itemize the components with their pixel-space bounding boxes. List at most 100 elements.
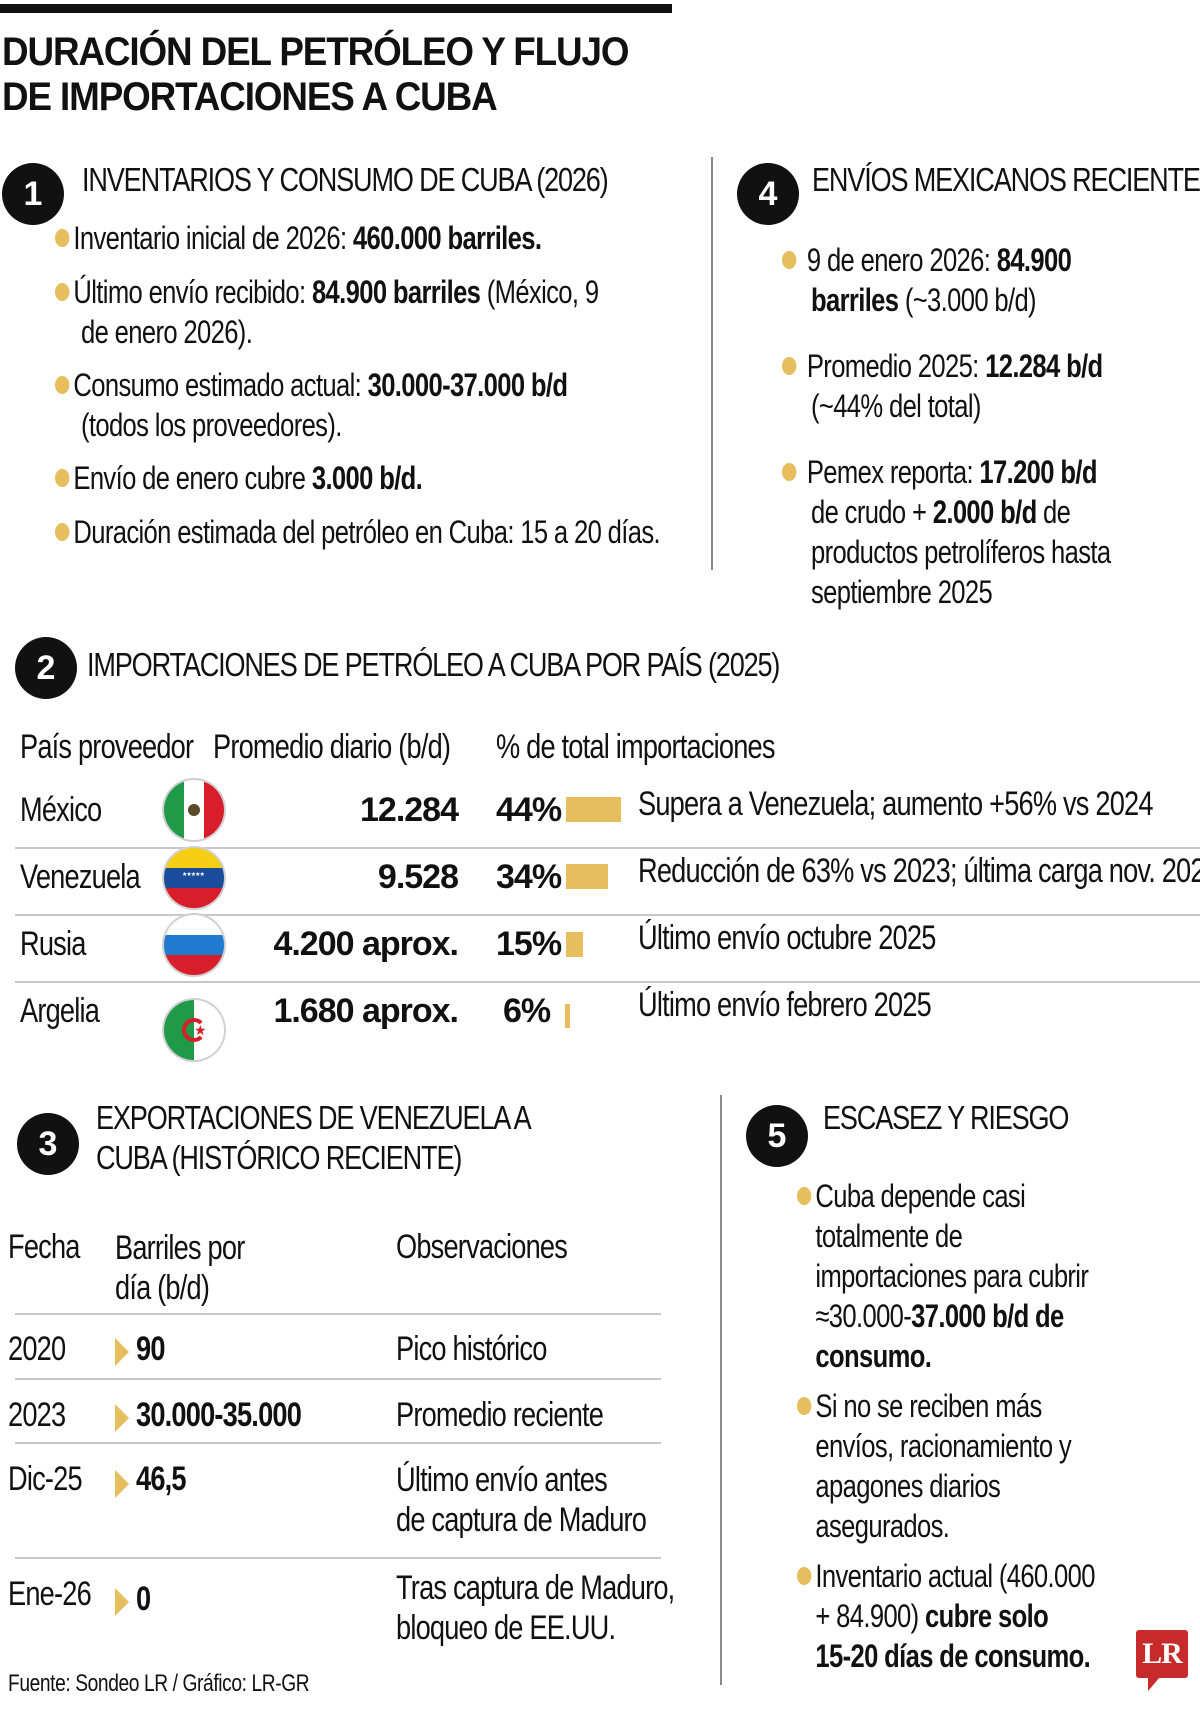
s4-item-3-cont-3: septiembre 2025 bbox=[811, 574, 993, 610]
bullet-dot-icon bbox=[55, 468, 70, 487]
row-separator bbox=[15, 1313, 661, 1315]
column-divider-top bbox=[711, 157, 713, 570]
pct-bar bbox=[566, 864, 608, 889]
obs-cell: Pico histórico bbox=[396, 1330, 547, 1368]
daily-value: 1.680 aprox. bbox=[273, 992, 459, 1030]
country-name: Argelia bbox=[20, 992, 100, 1030]
pct-value: 6% bbox=[503, 992, 551, 1030]
country-name: Rusia bbox=[20, 925, 86, 963]
bpd-cell: 46,5 bbox=[136, 1460, 187, 1498]
row-separator bbox=[15, 1442, 661, 1444]
pct-value: 15% bbox=[496, 925, 562, 963]
daily-value: 12.284 bbox=[360, 791, 459, 829]
s1-item-2-cont: de enero 2026). bbox=[81, 314, 253, 350]
bullet-dot-icon bbox=[797, 1566, 812, 1585]
section-5-badge: 5 bbox=[746, 1105, 808, 1167]
col-header-pct: % de total importaciones bbox=[496, 728, 775, 766]
s1-item-1: Inventario inicial de 2026: 460.000 barr… bbox=[55, 218, 542, 258]
bullet-dot-icon bbox=[55, 282, 70, 301]
bullet-dot-icon bbox=[55, 228, 70, 247]
section-3-badge: 3 bbox=[17, 1113, 79, 1175]
obs-cell: Último envío antes de captura de Maduro bbox=[396, 1461, 647, 1539]
title-line-1: DURACIÓN DEL PETRÓLEO Y FLUJO bbox=[2, 30, 629, 74]
col-header-date: Fecha bbox=[8, 1228, 80, 1266]
row-note: Último envío octubre 2025 bbox=[638, 919, 936, 957]
col-header-bpd: Barriles por día (b/d) bbox=[115, 1229, 245, 1307]
s1-item-4: Envío de enero cubre 3.000 b/d. bbox=[55, 458, 423, 498]
s4-item-3-cont: de crudo + 2.000 b/d de bbox=[811, 494, 1071, 530]
country-name: Venezuela bbox=[20, 858, 141, 896]
s1-item-3-cont: (todos los proveedores). bbox=[81, 407, 342, 443]
col-header-obs: Observaciones bbox=[396, 1228, 568, 1266]
section-3-heading: EXPORTACIONES DE VENEZUELA A CUBA (HISTÓ… bbox=[96, 1099, 532, 1176]
s5-item-2: Si no se reciben más envíos, racionamien… bbox=[797, 1386, 1072, 1546]
lr-logo-tail bbox=[1148, 1677, 1160, 1691]
section-4-heading: ENVÍOS MEXICANOS RECIENTES bbox=[812, 161, 1200, 198]
bpd-cell: 0 bbox=[136, 1580, 151, 1618]
russia-flag-icon bbox=[164, 915, 224, 975]
bpd-cell: 30.000-35.000 bbox=[136, 1396, 302, 1434]
bullet-dot-icon bbox=[797, 1396, 812, 1415]
page-title: DURACIÓN DEL PETRÓLEO Y FLUJO DE IMPORTA… bbox=[2, 30, 629, 120]
date-cell: Ene-26 bbox=[8, 1575, 92, 1613]
obs-cell: Tras captura de Maduro, bloqueo de EE.UU… bbox=[396, 1569, 675, 1647]
pct-bar bbox=[565, 1004, 570, 1028]
s1-item-2: Último envío recibido: 84.900 barriles (… bbox=[55, 272, 599, 312]
s5-item-1: Cuba depende casi totalmente de importac… bbox=[797, 1176, 1089, 1376]
daily-value: 9.528 bbox=[377, 858, 459, 896]
section-2-heading: IMPORTACIONES DE PETRÓLEO A CUBA POR PAÍ… bbox=[87, 646, 780, 683]
row-note: Reducción de 63% vs 2023; última carga n… bbox=[638, 852, 1200, 890]
date-cell: Dic-25 bbox=[8, 1460, 83, 1498]
date-cell: 2020 bbox=[8, 1330, 66, 1368]
s5-item-3: Inventario actual (460.000 + 84.900) cub… bbox=[797, 1556, 1095, 1676]
row-note: Último envío febrero 2025 bbox=[638, 986, 932, 1024]
col-header-daily: Promedio diario (b/d) bbox=[213, 728, 451, 766]
s4-item-1-cont: barriles (~3.000 b/d) bbox=[811, 282, 1037, 318]
s4-item-1: 9 de enero 2026: 84.900 bbox=[782, 240, 1072, 280]
col-header-country: País proveedor bbox=[20, 728, 194, 766]
pct-bar bbox=[566, 932, 583, 957]
row-separator bbox=[15, 914, 1200, 916]
s1-item-3: Consumo estimado actual: 30.000-37.000 b… bbox=[55, 365, 568, 405]
s4-item-2: Promedio 2025: 12.284 b/d bbox=[782, 346, 1103, 386]
bullet-dot-icon bbox=[797, 1186, 812, 1205]
pct-value: 34% bbox=[496, 858, 562, 896]
bullet-dot-icon bbox=[782, 356, 797, 375]
pct-bar bbox=[566, 797, 621, 822]
algeria-flag-icon: ★ bbox=[164, 1000, 224, 1060]
arrow-right-icon bbox=[115, 1470, 129, 1498]
row-separator bbox=[15, 1378, 661, 1380]
section-1-badge: 1 bbox=[2, 163, 64, 225]
pct-value: 44% bbox=[496, 791, 562, 829]
country-name: México bbox=[20, 791, 102, 829]
s1-item-5: Duración estimada del petróleo en Cuba: … bbox=[55, 512, 661, 552]
mexico-flag-icon bbox=[164, 780, 224, 840]
bullet-dot-icon bbox=[55, 522, 70, 541]
column-divider-bottom bbox=[720, 1095, 722, 1685]
bullet-dot-icon bbox=[782, 462, 797, 481]
top-rule bbox=[0, 4, 672, 13]
arrow-right-icon bbox=[115, 1404, 129, 1432]
source-footer: Fuente: Sondeo LR / Gráfico: LR-GR bbox=[8, 1670, 310, 1697]
s4-item-3-cont-2: productos petrolíferos hasta bbox=[811, 534, 1111, 570]
daily-value: 4.200 aprox. bbox=[273, 925, 459, 963]
row-separator bbox=[15, 1557, 661, 1559]
section-4-badge: 4 bbox=[737, 163, 799, 225]
s4-item-3: Pemex reporta: 17.200 b/d bbox=[782, 452, 1097, 492]
row-separator bbox=[15, 981, 1200, 983]
arrow-right-icon bbox=[115, 1588, 129, 1616]
section-5-heading: ESCASEZ Y RIESGO bbox=[823, 1099, 1069, 1136]
lr-logo: LR bbox=[1136, 1630, 1188, 1678]
section-1-heading: INVENTARIOS Y CONSUMO DE CUBA (2026) bbox=[82, 161, 609, 198]
date-cell: 2023 bbox=[8, 1396, 66, 1434]
bullet-dot-icon bbox=[55, 375, 70, 394]
venezuela-flag-icon: ★★★★★ bbox=[164, 848, 224, 908]
arrow-right-icon bbox=[115, 1338, 129, 1366]
row-note: Supera a Venezuela; aumento +56% vs 2024 bbox=[638, 785, 1153, 823]
bullet-dot-icon bbox=[782, 250, 797, 269]
title-line-2: DE IMPORTACIONES A CUBA bbox=[2, 75, 498, 119]
row-separator bbox=[15, 847, 1200, 849]
section-2-badge: 2 bbox=[15, 637, 77, 699]
obs-cell: Promedio reciente bbox=[396, 1396, 604, 1434]
s4-item-2-cont: (~44% del total) bbox=[811, 388, 981, 424]
